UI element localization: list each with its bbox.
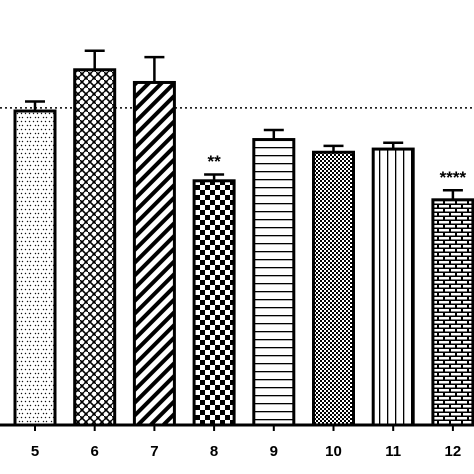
significance-label: **** [440,168,467,187]
bar [192,179,236,427]
x-tick-label: 5 [31,443,39,460]
x-tick-label: 9 [270,443,278,460]
bar [13,109,57,427]
bar [73,68,117,427]
significance-label: ** [207,152,221,171]
bar [132,80,176,427]
bar [431,198,474,427]
bar [252,138,296,427]
x-tick-label: 10 [325,443,342,460]
bar [371,147,415,427]
x-tick-label: 11 [385,443,401,460]
x-tick-label: 6 [91,443,99,460]
x-tick-label: 12 [445,443,462,460]
bar [312,150,355,427]
x-tick-label: 7 [150,443,158,460]
x-tick-label: 8 [210,443,218,460]
